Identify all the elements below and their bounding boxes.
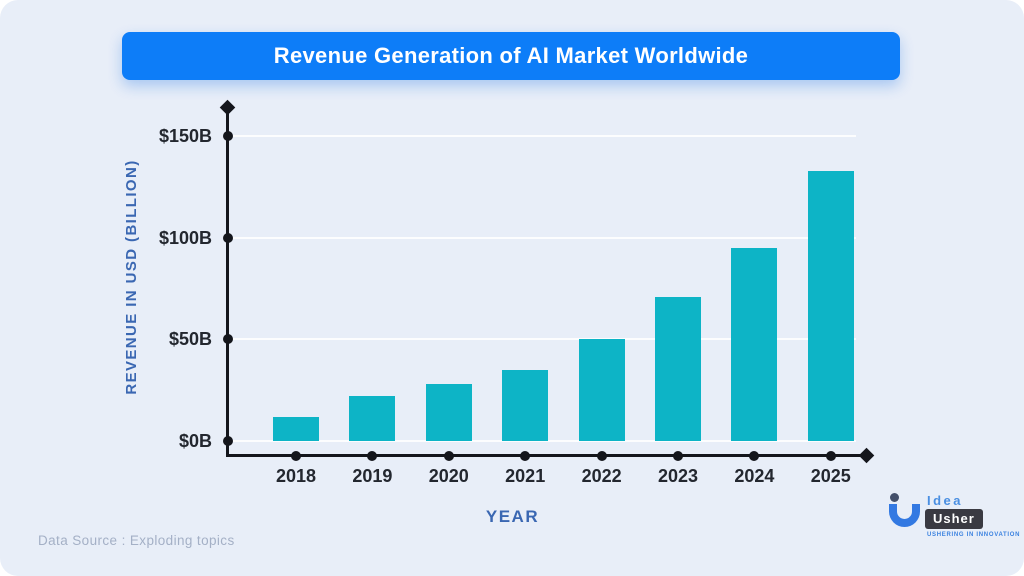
- y-axis-arrow-icon: [219, 99, 236, 116]
- y-axis-line: [226, 110, 229, 457]
- bar-2021: [502, 369, 549, 441]
- x-tick-dot: [596, 450, 607, 461]
- x-axis-title: YEAR: [485, 507, 540, 526]
- logo-brand-idea: Idea: [927, 493, 964, 508]
- x-axis-line: [226, 454, 866, 457]
- logo-brand-usher: Usher: [925, 509, 983, 529]
- bar-2022: [578, 339, 625, 441]
- gridline: [230, 135, 856, 137]
- bar-2018: [273, 416, 319, 441]
- x-tick-dot: [367, 450, 378, 461]
- gridline: [230, 440, 856, 442]
- x-tick-label: 2020: [428, 466, 469, 486]
- gridline: [230, 236, 856, 239]
- logo-tagline: USHERING IN INNOVATION: [927, 532, 1021, 538]
- bar-2025: [807, 170, 854, 441]
- y-axis-title: REVENUE IN USD (BILLION): [123, 159, 140, 395]
- chart-title: Revenue Generation of AI Market Worldwid…: [273, 43, 749, 68]
- data-source-note: Data Source : Exploding topics: [38, 533, 235, 548]
- bar-2020: [425, 384, 472, 441]
- x-tick-label: 2025: [810, 466, 851, 486]
- y-tick-dot: [222, 334, 233, 345]
- y-tick-label: $50B: [168, 329, 212, 350]
- y-tick-dot: [222, 436, 233, 446]
- y-tick-label: $100B: [158, 227, 212, 248]
- x-axis-arrow-icon: [858, 447, 875, 464]
- x-tick-label: 2023: [657, 466, 699, 486]
- logo-i-dot-icon: [890, 493, 899, 502]
- y-tick-label: $150B: [158, 126, 212, 146]
- gridline: [230, 338, 856, 341]
- x-tick-label: 2019: [352, 466, 393, 486]
- x-tick-dot: [825, 450, 836, 461]
- x-tick-label: 2021: [505, 466, 546, 486]
- x-tick-label: 2018: [275, 466, 317, 486]
- bar-2024: [731, 247, 778, 441]
- x-tick-dot: [443, 450, 454, 461]
- logo-u-icon: [889, 504, 920, 527]
- y-tick-dot: [222, 131, 233, 141]
- title-banner: Revenue Generation of AI Market Worldwid…: [122, 32, 900, 80]
- y-tick-label: $0B: [178, 431, 212, 451]
- bar-2023: [655, 296, 701, 441]
- x-tick-dot: [291, 450, 301, 461]
- brand-logo: Idea Usher USHERING IN INNOVATION: [886, 488, 1019, 544]
- x-tick-label: 2022: [581, 466, 622, 486]
- x-tick-dot: [749, 450, 760, 461]
- x-tick-label: 2024: [734, 466, 775, 486]
- bar-2019: [349, 396, 396, 441]
- x-tick-dot: [673, 450, 683, 461]
- x-tick-dot: [520, 450, 531, 461]
- y-tick-dot: [222, 232, 233, 243]
